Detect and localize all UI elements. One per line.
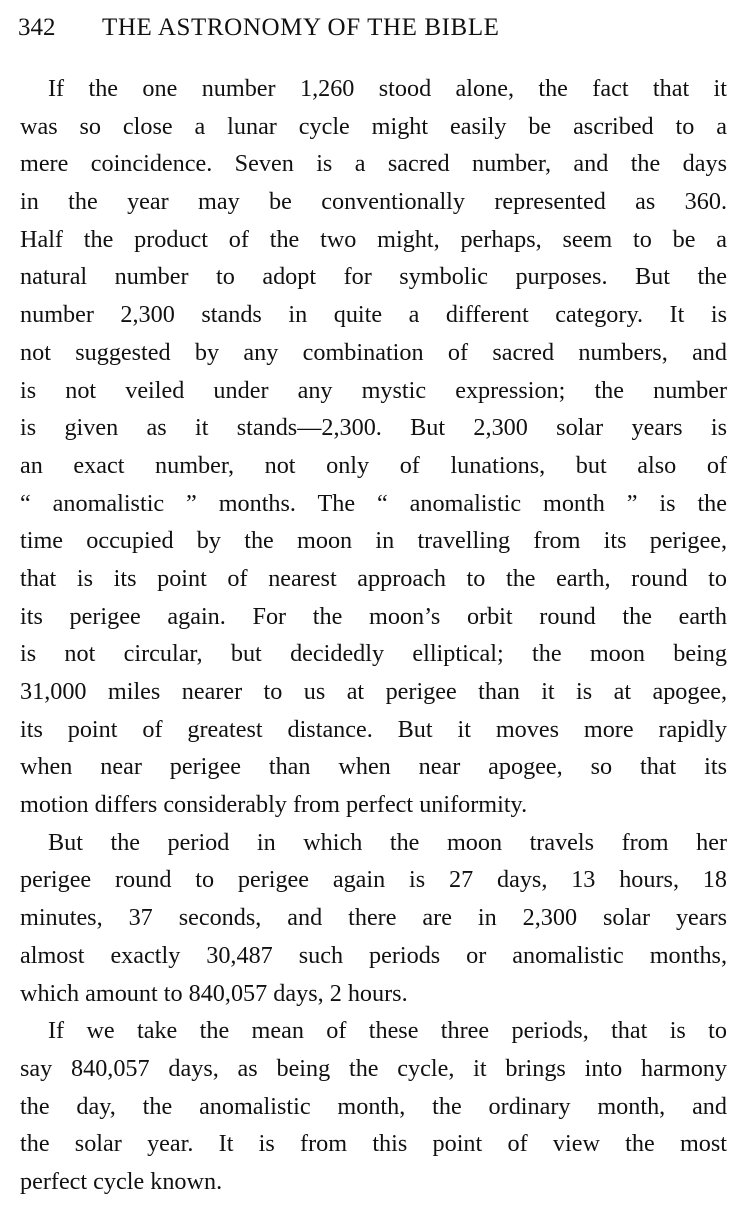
text-line: the day, the anomalistic month, the ordi…: [20, 1092, 727, 1120]
text-line: not suggested by any combination of sacr…: [20, 338, 727, 366]
page-body: If the one number 1,260 stood alone, the…: [20, 70, 727, 1201]
text-line: But the period in which the moon travels…: [48, 828, 727, 856]
text-line: its point of greatest distance. But it m…: [20, 715, 727, 743]
text-line: perfect cycle known.: [20, 1167, 223, 1195]
text-line: that is its point of nearest approach to…: [20, 564, 727, 592]
text-line: in the year may be conventionally repres…: [20, 188, 727, 216]
text-line: perigee round to perigee again is 27 day…: [20, 866, 727, 894]
text-line: when near perigee than when near apogee,…: [20, 753, 727, 781]
running-title: THE ASTRONOMY OF THE BIBLE: [102, 14, 500, 41]
text-line: its perigee again. For the moon’s orbit …: [20, 602, 727, 630]
text-line: motion differs considerably from perfect…: [20, 791, 528, 819]
paragraph: If we take the mean of these three perio…: [20, 1012, 727, 1200]
text-line: almost exactly 30,487 such periods or an…: [20, 941, 727, 969]
page-header: 342 THE ASTRONOMY OF THE BIBLE: [18, 14, 642, 48]
text-line: mere coincidence. Seven is a sacred numb…: [20, 150, 727, 178]
text-line: number 2,300 stands in quite a different…: [20, 301, 727, 329]
text-line: is not veiled under any mystic expressio…: [20, 376, 727, 404]
text-line: which amount to 840,057 days, 2 hours.: [20, 979, 408, 1007]
paragraph: If the one number 1,260 stood alone, the…: [20, 70, 727, 824]
text-line: time occupied by the moon in travelling …: [20, 527, 727, 555]
text-line: minutes, 37 seconds, and there are in 2,…: [20, 904, 727, 932]
text-line: is given as it stands—2,300. But 2,300 s…: [20, 414, 727, 442]
page-number: 342: [18, 14, 56, 41]
text-line: 31,000 miles nearer to us at perigee tha…: [20, 678, 727, 705]
text-line: is not circular, but decidedly elliptica…: [20, 640, 727, 668]
text-line: If the one number 1,260 stood alone, the…: [48, 75, 727, 102]
text-line: was so close a lunar cycle might easily …: [20, 112, 727, 140]
text-line: natural number to adopt for symbolic pur…: [20, 263, 727, 291]
text-line: say 840,057 days, as being the cycle, it…: [20, 1054, 727, 1082]
paragraph: But the period in which the moon travels…: [20, 824, 727, 1012]
text-line: the solar year. It is from this point of…: [20, 1130, 727, 1158]
text-line: “ anomalistic ” months. The “ anomalisti…: [20, 489, 727, 517]
text-line: an exact number, not only of lunations, …: [20, 451, 727, 479]
text-line: Half the product of the two might, perha…: [20, 225, 727, 253]
text-line: If we take the mean of these three perio…: [48, 1017, 727, 1045]
